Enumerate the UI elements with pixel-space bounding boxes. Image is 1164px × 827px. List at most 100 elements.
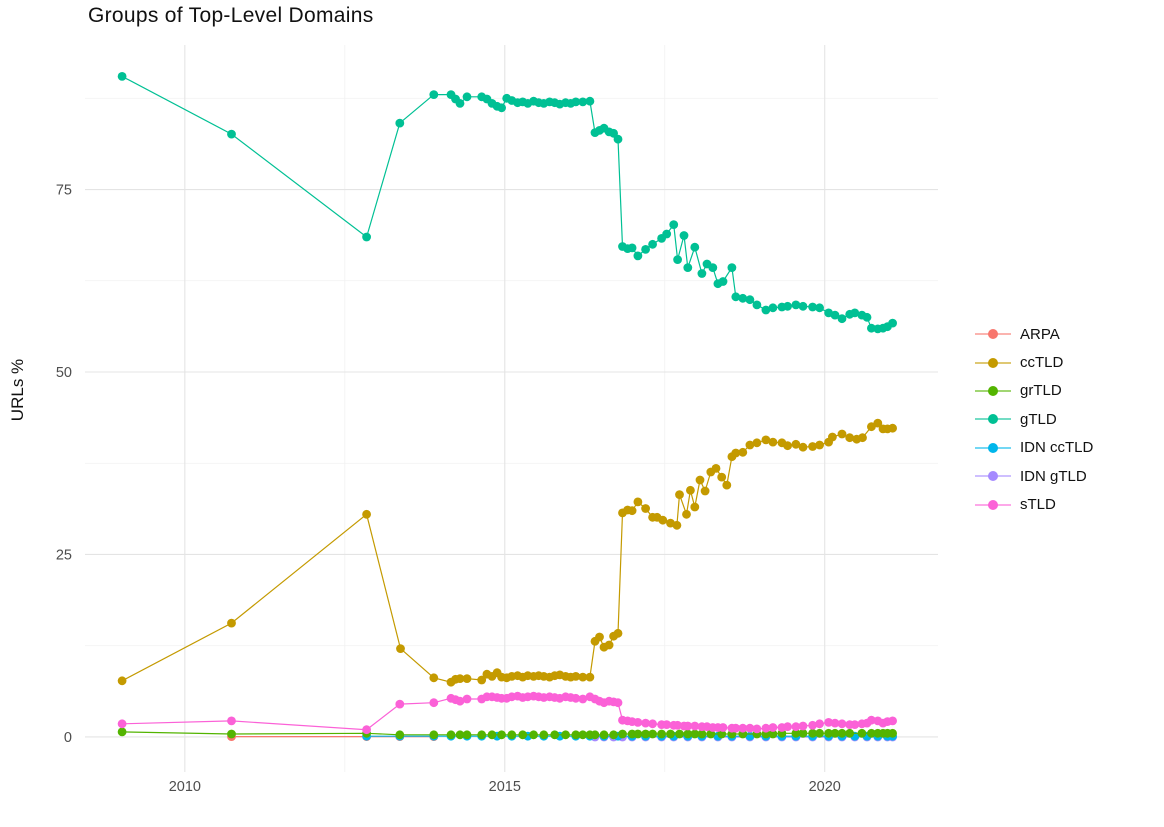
data-point: [669, 220, 679, 230]
data-point: [830, 728, 840, 738]
data-point: [429, 90, 439, 99]
data-point: [738, 447, 748, 457]
data-point: [662, 720, 672, 729]
data-point: [529, 730, 538, 740]
data-point: [462, 92, 472, 102]
data-point: [783, 441, 792, 451]
data-point: [867, 728, 876, 738]
data-point: [613, 134, 623, 144]
series-grTLD: [117, 727, 897, 740]
data-point: [455, 99, 465, 108]
data-point: [633, 497, 643, 507]
data-point: [867, 323, 876, 333]
data-point: [679, 231, 689, 240]
data-point: [783, 301, 792, 311]
data-point: [731, 292, 741, 302]
data-point: [815, 303, 824, 313]
data-point: [673, 255, 682, 264]
legend-key-icon: [975, 356, 1011, 370]
data-point: [571, 730, 581, 740]
data-point: [867, 715, 876, 725]
data-point: [595, 632, 604, 642]
data-point: [768, 303, 778, 313]
legend-item-sTLD: sTLD: [975, 490, 1093, 518]
data-point: [455, 696, 465, 706]
data-point: [462, 694, 472, 704]
data-point: [697, 729, 707, 739]
legend: ARPA ccTLD grTLD gTLD IDN ccTLD IDN gTLD sTLD: [975, 320, 1093, 519]
data-point: [830, 310, 840, 320]
data-point: [395, 699, 405, 709]
series-ccTLD: [117, 418, 897, 687]
data-point: [673, 720, 682, 730]
series-sTLD: [117, 691, 897, 735]
data-point: [648, 239, 657, 249]
data-point: [429, 698, 439, 708]
y-tick-label: 75: [56, 183, 72, 199]
x-tick-label: 2015: [489, 779, 521, 795]
data-point: [700, 486, 710, 496]
data-point: [590, 730, 600, 740]
data-point: [672, 520, 682, 530]
data-point: [497, 730, 506, 740]
data-point: [604, 640, 614, 650]
data-point: [686, 485, 695, 495]
legend-label: gTLD: [1020, 410, 1057, 428]
data-point: [873, 418, 883, 428]
data-point: [518, 730, 528, 740]
legend-item-gTLD: gTLD: [975, 405, 1093, 433]
data-point: [690, 242, 700, 252]
data-point: [396, 644, 405, 653]
data-point: [808, 442, 817, 451]
y-tick-label: 0: [64, 730, 72, 746]
data-point: [477, 675, 487, 685]
data-point: [690, 721, 700, 731]
data-point: [791, 300, 801, 310]
data-point: [858, 433, 867, 443]
data-point: [738, 723, 748, 733]
data-point: [867, 422, 876, 432]
data-point: [446, 730, 456, 740]
data-point: [578, 97, 588, 107]
data-point: [815, 440, 824, 450]
data-point: [768, 729, 778, 739]
data-point: [117, 72, 127, 81]
data-point: [648, 719, 657, 729]
data-point: [429, 730, 439, 740]
data-point: [227, 716, 236, 726]
data-point: [429, 673, 439, 683]
chart-title: Groups of Top-Level Domains: [88, 4, 374, 27]
data-point: [745, 295, 755, 305]
legend-item-IDN-gTLD: IDN gTLD: [975, 462, 1093, 490]
data-point: [862, 312, 872, 322]
legend-label: ARPA: [1020, 325, 1060, 343]
data-point: [633, 718, 643, 727]
data-point: [761, 305, 771, 315]
data-point: [791, 728, 801, 738]
data-point: [850, 720, 860, 729]
x-tick-label: 2020: [809, 779, 841, 795]
legend-item-IDN-ccTLD: IDN ccTLD: [975, 434, 1093, 462]
x-tick-label: 2010: [169, 779, 201, 795]
data-point: [227, 129, 236, 139]
data-point: [227, 729, 236, 739]
y-tick-label: 50: [56, 365, 72, 381]
axis-tick-labels: 0 25 50 75 2010 2015 2020: [56, 183, 841, 795]
data-point: [888, 728, 897, 738]
data-point: [808, 728, 817, 738]
data-point: [117, 719, 127, 729]
data-point: [539, 730, 549, 740]
data-point: [837, 719, 847, 729]
data-point: [718, 277, 728, 286]
data-point: [791, 439, 801, 449]
data-point: [613, 698, 623, 708]
data-point: [618, 729, 627, 739]
data-point: [648, 729, 657, 739]
data-point: [585, 96, 595, 106]
data-point: [791, 722, 801, 732]
data-point: [641, 718, 650, 728]
data-point: [824, 728, 833, 738]
data-point: [888, 716, 897, 726]
data-point: [571, 97, 581, 107]
